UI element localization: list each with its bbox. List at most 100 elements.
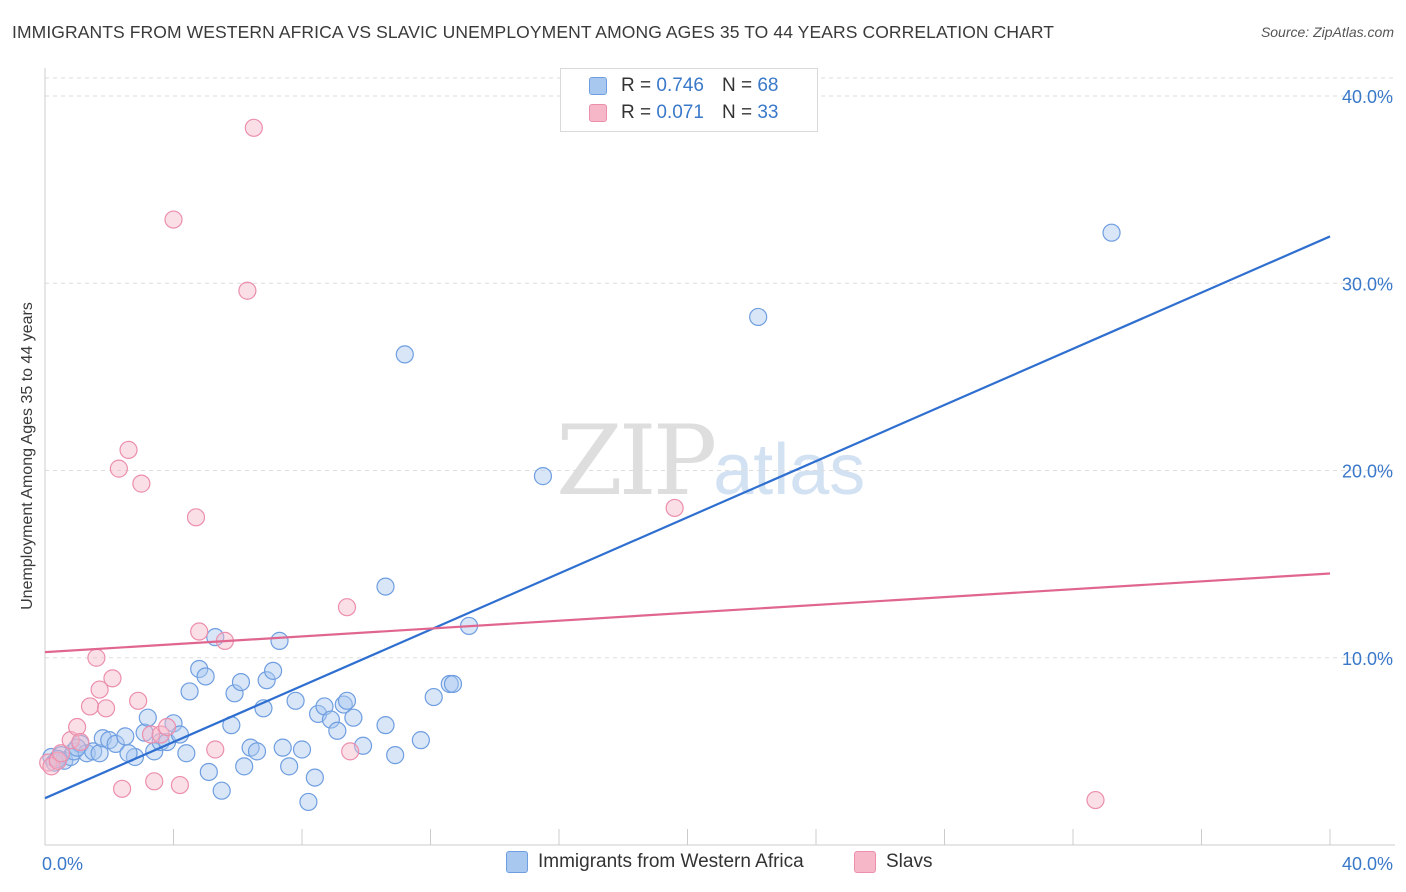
chart-title: IMMIGRANTS FROM WESTERN AFRICA VS SLAVIC… [12, 22, 1055, 42]
pink-point-15 [129, 691, 148, 710]
blue-point-44 [305, 768, 324, 787]
blue-point-51 [344, 708, 363, 727]
pink-point-19 [151, 725, 170, 744]
pink-point-28 [244, 118, 263, 137]
blue-point-47 [321, 710, 341, 729]
legend-item-slavs[interactable]: Slavs [854, 851, 932, 873]
blue-point-40 [280, 757, 299, 776]
blue-point-26 [199, 762, 218, 782]
pink-point-22 [170, 775, 190, 795]
legend-swatch-blue [589, 77, 607, 95]
legend-label-western-africa: Immigrants from Western Africa [538, 851, 804, 872]
blue-point-64 [1102, 223, 1121, 242]
blue-point-25 [196, 667, 215, 686]
blue-point-56 [395, 345, 414, 364]
blue-point-23 [180, 682, 199, 701]
pink-point-32 [1086, 790, 1105, 810]
n-label-blue: N = [721, 75, 753, 96]
pink-point-20 [157, 717, 177, 737]
blue-point-62 [533, 467, 553, 486]
pink-point-9 [90, 680, 109, 699]
pink-point-11 [103, 669, 122, 688]
series-legend: Immigrants from Western Africa Slavs [0, 851, 1406, 877]
blue-point-13 [116, 727, 135, 746]
blue-point-50 [337, 691, 357, 710]
blue-point-48 [328, 721, 347, 740]
blue-point-55 [386, 746, 405, 765]
pink-point-7 [80, 697, 100, 716]
blue-point-9 [90, 744, 109, 763]
blue-point-31 [231, 672, 251, 692]
blue-point-41 [286, 691, 305, 710]
legend-row-pink: R = 0.071 N = 33 [561, 100, 778, 126]
blue-point-65 [68, 738, 87, 757]
blue-point-15 [135, 723, 154, 742]
y-tick-label-10: 10.0% [1342, 649, 1393, 669]
r-label-pink: R = [621, 102, 652, 123]
blue-point-7 [77, 744, 96, 763]
blue-point-16 [138, 708, 157, 727]
legend-item-western-africa[interactable]: Immigrants from Western Africa [506, 851, 804, 873]
legend-label-slavs: Slavs [886, 851, 933, 872]
blue-point-42 [292, 740, 312, 759]
r-value-pink: 0.071 [656, 102, 704, 123]
pink-point-21 [164, 210, 183, 229]
watermark-zip: ZIP [556, 405, 717, 517]
x-tick-label-max: 40.0% [1342, 854, 1393, 874]
pink-point-5 [68, 717, 87, 737]
n-label-pink: N = [721, 102, 753, 123]
legend-swatch-pink [589, 104, 607, 122]
source-label: Source: ZipAtlas.com [1260, 24, 1394, 40]
pink-point-12 [109, 459, 128, 478]
blue-point-12 [106, 734, 125, 753]
x-tick-label-min: 0.0% [42, 854, 83, 874]
blue-point-58 [424, 687, 443, 707]
pink-trend-line [44, 572, 1331, 654]
y-tick-label-20: 20.0% [1342, 462, 1393, 482]
legend-swatch-slavs [854, 851, 876, 873]
blue-point-36 [257, 671, 276, 690]
pink-point-10 [96, 699, 116, 718]
pink-point-18 [145, 772, 164, 791]
pink-point-13 [112, 779, 132, 798]
r-value-blue: 0.746 [656, 75, 704, 96]
blue-point-30 [225, 684, 244, 703]
n-value-pink: 33 [757, 102, 779, 123]
pink-point-17 [141, 725, 161, 744]
pink-point-29 [337, 598, 357, 617]
blue-point-43 [299, 792, 318, 812]
blue-point-28 [212, 781, 231, 800]
blue-point-39 [273, 738, 292, 757]
blue-point-38 [270, 631, 289, 650]
pink-point-23 [186, 508, 206, 527]
pink-point-8 [87, 648, 106, 667]
n-value-blue: 68 [757, 75, 779, 96]
y-tick-label-40: 40.0% [1342, 87, 1393, 107]
pink-point-14 [119, 440, 138, 460]
pink-point-6 [71, 732, 90, 752]
pink-point-25 [206, 740, 225, 759]
blue-trend-line [44, 235, 1331, 800]
pink-point-27 [238, 281, 257, 300]
blue-point-63 [749, 307, 768, 327]
legend-swatch-western-africa [506, 851, 528, 873]
blue-point-60 [443, 674, 463, 694]
pink-point-24 [190, 622, 209, 641]
blue-point-53 [376, 577, 395, 596]
legend-row-blue: R = 0.746 N = 68 [561, 73, 778, 99]
blue-point-34 [247, 742, 267, 761]
blue-point-32 [235, 757, 254, 776]
blue-point-37 [263, 661, 283, 680]
pink-point-30 [341, 742, 360, 761]
blue-point-57 [411, 731, 430, 750]
pink-point-16 [132, 474, 151, 493]
blue-point-46 [315, 697, 334, 716]
blue-point-24 [190, 659, 209, 679]
blue-point-54 [376, 716, 395, 735]
pink-point-3 [51, 744, 71, 763]
y-axis-label: Unemployment Among Ages 35 to 44 years [19, 302, 36, 610]
blue-point-22 [177, 744, 196, 763]
pink-point-31 [665, 498, 684, 518]
r-label-blue: R = [621, 75, 652, 96]
